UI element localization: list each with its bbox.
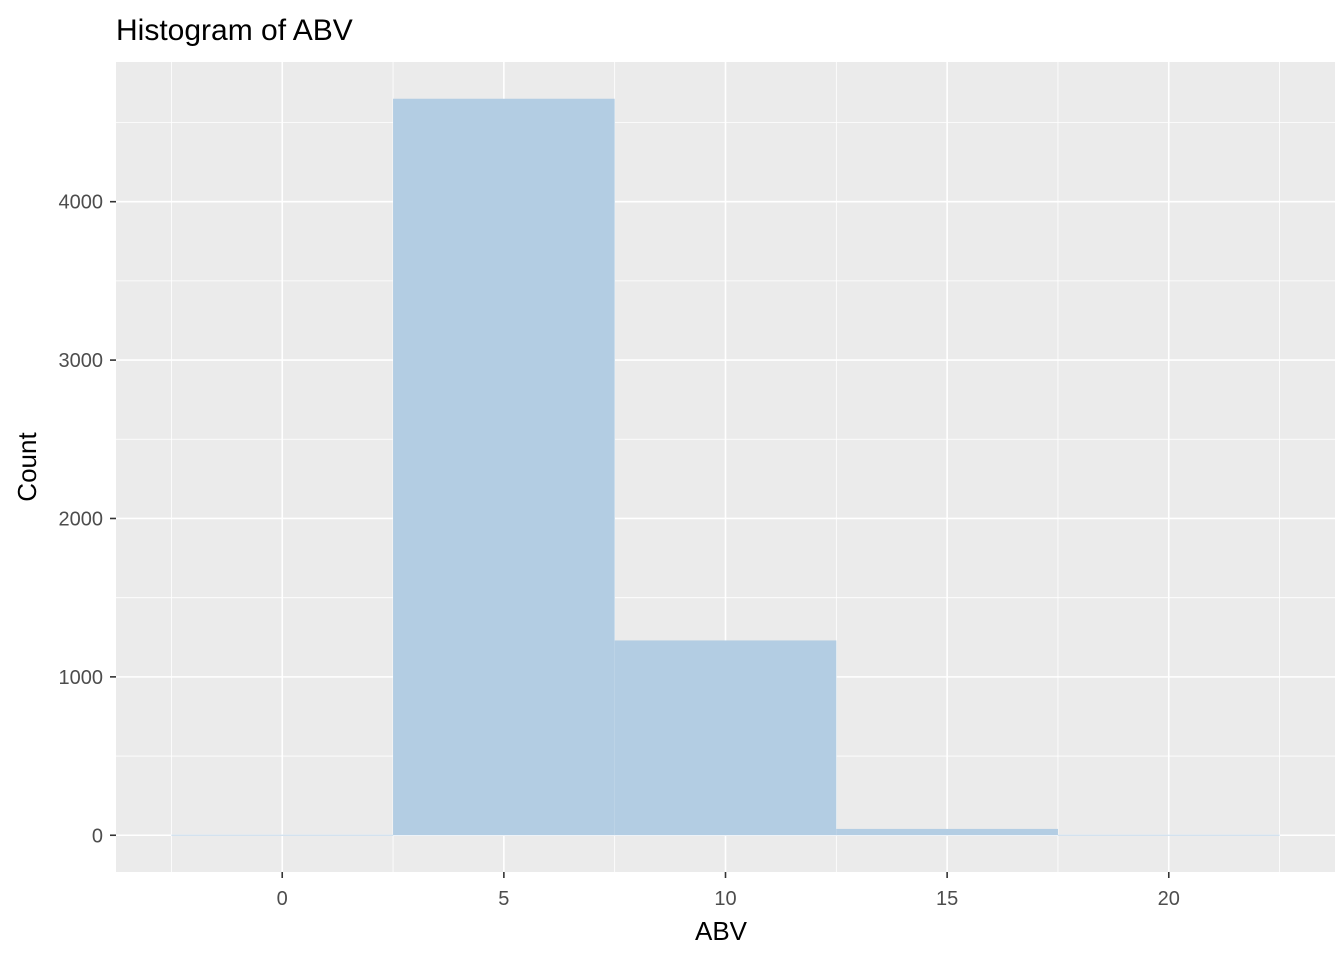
x-tick-label: 15 [936,888,958,910]
x-tick-label: 10 [714,888,736,910]
y-axis-title: Count [12,432,42,502]
histogram-bar [393,98,615,836]
y-tick-label: 3000 [59,350,104,372]
y-tick-label: 2000 [59,508,104,530]
histogram-bar [614,640,837,836]
y-tick-label: 0 [92,825,103,847]
y-tick-label: 1000 [59,667,104,689]
histogram-bar [171,834,394,836]
x-axis: 0 5 10 15 20 [277,872,1180,910]
x-tick-label: 20 [1158,888,1180,910]
histogram-bars [171,98,1280,836]
y-axis: 0 1000 2000 3000 4000 [59,192,116,847]
x-axis-title: ABV [695,916,748,946]
histogram-bar [1057,834,1280,836]
x-tick-label: 0 [277,888,288,910]
y-tick-label: 4000 [59,192,104,214]
histogram-bar [836,828,1058,836]
x-tick-label: 5 [498,888,509,910]
chart-title: Histogram of ABV [116,14,353,47]
